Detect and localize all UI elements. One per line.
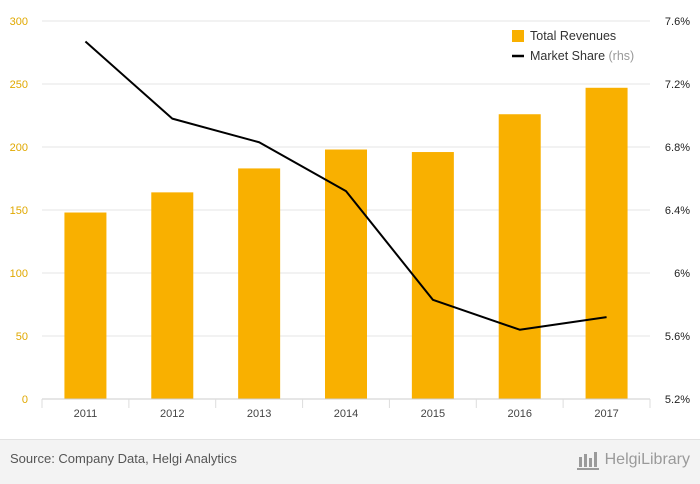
left-axis-tick-label: 300 bbox=[10, 16, 28, 28]
legend-swatch-revenues bbox=[512, 30, 524, 42]
footer: Source: Company Data, Helgi Analytics He… bbox=[0, 439, 700, 484]
legend-label-market-share: Market Share (rhs) bbox=[530, 49, 634, 63]
left-axis-tick-label: 200 bbox=[10, 142, 28, 154]
chart: 0 50 100 150 200 250 300 5.2% 5.6% 6% 6.4% 6.8% 7.2%… bbox=[10, 16, 691, 420]
right-axis-tick-label: 7.2% bbox=[665, 79, 690, 91]
market-share-line-group bbox=[84, 40, 607, 331]
left-axis-tick-label: 50 bbox=[16, 331, 28, 343]
revenue-bar bbox=[325, 149, 367, 399]
brand-name: HelgiLibrary bbox=[604, 451, 690, 468]
axes: 0 50 100 150 200 250 300 5.2% 5.6% 6% 6.4% 6.8% 7.2%… bbox=[10, 16, 691, 420]
x-axis-tick-label: 2016 bbox=[507, 408, 531, 420]
x-axis-tick-label: 2013 bbox=[247, 408, 271, 420]
market-share-line bbox=[84, 40, 607, 331]
right-axis-tick-label: 6.8% bbox=[665, 142, 690, 154]
revenue-bar bbox=[64, 212, 107, 399]
library-icon bbox=[576, 452, 599, 470]
revenue-bar bbox=[238, 168, 281, 399]
right-axis-tick-label: 5.2% bbox=[665, 394, 690, 406]
brand-logo[interactable]: HelgiLibrary bbox=[575, 448, 690, 472]
right-axis-tick-label: 7.6% bbox=[665, 16, 690, 28]
right-axis-tick-label: 6.4% bbox=[665, 205, 690, 217]
revenue-bar bbox=[151, 192, 194, 399]
revenue-bar bbox=[411, 152, 454, 399]
source-text: Source: Company Data, Helgi Analytics bbox=[10, 451, 237, 466]
x-axis-tick-label: 2015 bbox=[421, 408, 445, 420]
left-axis-tick-label: 250 bbox=[10, 79, 28, 91]
legend-label-revenues: Total Revenues bbox=[530, 29, 616, 43]
revenue-bar bbox=[585, 87, 628, 399]
x-axis-tick-label: 2014 bbox=[334, 408, 358, 420]
left-axis-tick-label: 0 bbox=[22, 394, 28, 406]
revenue-bars bbox=[64, 87, 628, 400]
left-axis-tick-label: 150 bbox=[10, 205, 28, 217]
legend-rhs-note: (rhs) bbox=[605, 49, 634, 63]
revenue-bar bbox=[498, 114, 541, 400]
right-axis-tick-label: 5.6% bbox=[665, 331, 690, 343]
x-axis-tick-label: 2012 bbox=[160, 408, 184, 420]
legend: Total Revenues Market Share (rhs) bbox=[512, 29, 634, 63]
x-axis-tick-label: 2011 bbox=[74, 408, 98, 420]
left-axis-tick-label: 100 bbox=[10, 268, 28, 280]
x-axis-tick-label: 2017 bbox=[594, 408, 618, 420]
right-axis-tick-label: 6% bbox=[674, 268, 690, 280]
